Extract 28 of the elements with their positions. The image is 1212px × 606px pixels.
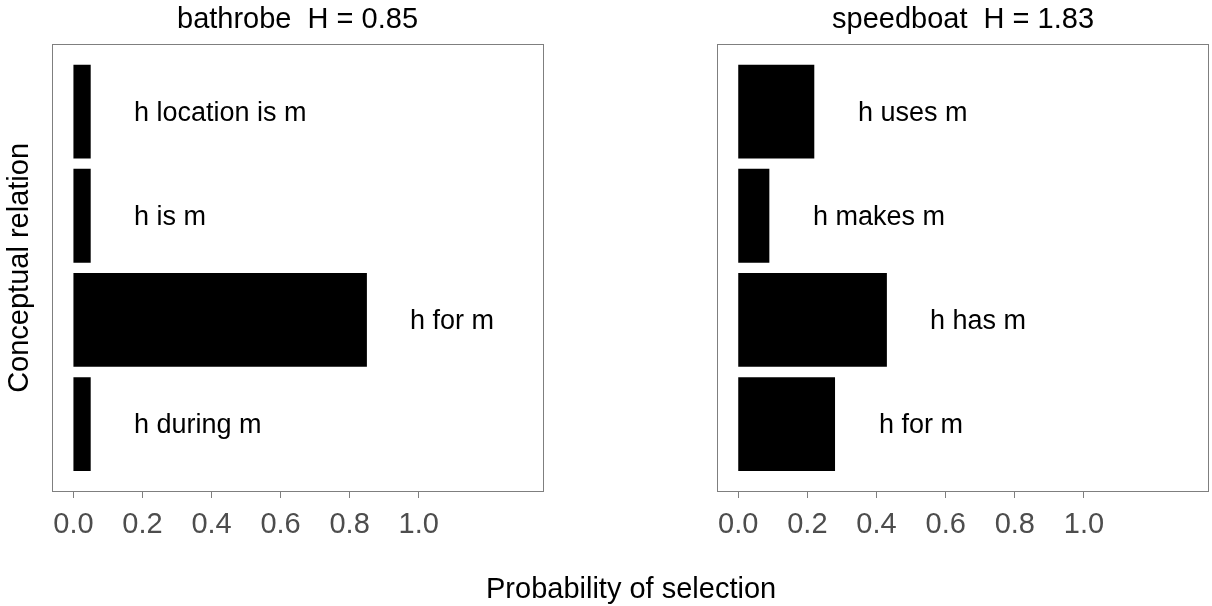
y-tick-label: h for m: [879, 409, 964, 439]
x-tick-label: 0.6: [260, 506, 301, 539]
y-tick-label: h has m: [930, 305, 1027, 335]
category-label: h for m: [410, 305, 495, 335]
bar: [738, 168, 770, 263]
bar: [738, 64, 815, 159]
x-tick-label: 0.4: [856, 506, 897, 539]
x-tick-label: 0.2: [787, 506, 828, 539]
x-tick-label: 0.0: [53, 506, 94, 539]
x-tick-label: 0.8: [329, 506, 370, 539]
x-tick-label: 1.0: [398, 506, 439, 539]
category-label: h during m: [134, 409, 262, 439]
category-label: h is m: [134, 201, 207, 231]
x-axis-title: Probability of selection: [486, 572, 777, 604]
x-tick-label: 0.2: [122, 506, 163, 539]
x-tick-label: 0.6: [925, 506, 966, 539]
chart-title: speedboat H = 1.83: [832, 2, 1095, 34]
x-tick-label: 0.8: [994, 506, 1035, 539]
category-label: h location is m: [134, 97, 307, 127]
x-tick-label: 0.0: [718, 506, 759, 539]
bar: [738, 377, 836, 472]
y-tick-label: h uses m: [858, 97, 968, 127]
chart-title: bathrobe H = 0.85: [177, 2, 419, 34]
x-tick-label: 0.4: [191, 506, 232, 539]
bar: [738, 273, 887, 367]
x-tick-label: 1.0: [1063, 506, 1105, 539]
y-tick-label: h makes m: [813, 201, 946, 231]
y-axis-title: Conceptual relation: [2, 142, 35, 393]
